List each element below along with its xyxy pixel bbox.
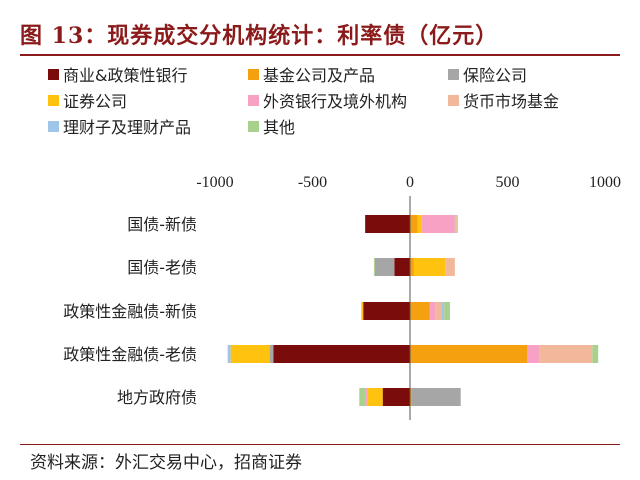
- bar-segment: [367, 388, 383, 406]
- legend-label: 其他: [263, 118, 296, 137]
- bar-segment: [527, 345, 540, 363]
- bar-segment: [273, 345, 410, 363]
- legend-item: 证券公司: [48, 88, 127, 112]
- source-divider: [20, 444, 620, 445]
- legend-label: 保险公司: [463, 66, 528, 85]
- legend-swatch: [48, 120, 59, 132]
- bar-segment: [413, 258, 446, 276]
- bar-segment: [394, 258, 410, 276]
- legend-swatch: [248, 94, 259, 106]
- x-tick-label: -1000: [196, 174, 233, 191]
- x-tick-label: -500: [298, 174, 327, 191]
- bar-segment: [411, 388, 461, 406]
- legend-item: 其他: [248, 114, 295, 138]
- chart-title: 图 13：现券成交分机构统计：利率债（亿元）: [20, 23, 499, 49]
- bar-segment: [269, 345, 274, 363]
- category-label: 政策性金融债-新债: [63, 302, 197, 321]
- legend-label: 理财子及理财产品: [63, 118, 192, 137]
- legend-swatch: [248, 120, 259, 132]
- bar-segment: [454, 215, 457, 233]
- legend-item: 商业&政策性银行: [48, 62, 187, 86]
- bar-segment: [421, 215, 455, 233]
- bar-segment: [410, 345, 527, 363]
- category-label: 地方政府债: [117, 388, 197, 407]
- bar-segment: [227, 345, 231, 363]
- bar-segment: [410, 215, 418, 233]
- legend-swatch: [48, 94, 59, 106]
- legend-swatch: [48, 68, 59, 80]
- legend-label: 外资银行及境外机构: [263, 92, 408, 111]
- legend-label: 货币市场基金: [463, 92, 560, 111]
- bar-segment: [363, 302, 410, 320]
- bar-segment: [374, 258, 395, 276]
- bar-segment: [361, 302, 364, 320]
- bar-segment: [441, 302, 445, 320]
- legend-item: 货币市场基金: [448, 88, 559, 112]
- bar-segment: [365, 388, 368, 406]
- bar-segment: [429, 302, 436, 320]
- bar-segment: [592, 345, 599, 363]
- legend-label: 商业&政策性银行: [63, 66, 188, 85]
- bar-segment: [539, 345, 593, 363]
- bar-segment: [435, 302, 442, 320]
- legend-item: 基金公司及产品: [248, 62, 375, 86]
- chart-plot: -1000 -500 0 500 1000 国债-新债国债-老债政策性金融债-新债政策性金…: [63, 174, 621, 420]
- category-label: 国债-老债: [127, 258, 197, 277]
- category-label: 政策性金融债-老债: [63, 345, 197, 364]
- bar-segment: [359, 388, 366, 406]
- x-tick-label: 1000: [589, 174, 621, 191]
- bar-segment: [456, 215, 458, 233]
- legend-label: 证券公司: [63, 92, 128, 111]
- bar-segment: [417, 215, 422, 233]
- bar-segment: [410, 302, 430, 320]
- bar-segment: [410, 388, 412, 406]
- legend-label: 基金公司及产品: [263, 66, 376, 85]
- legend-swatch: [248, 68, 259, 80]
- category-label: 国债-新债: [127, 215, 197, 234]
- legend-item: 外资银行及境外机构: [248, 88, 407, 112]
- title-divider: [20, 54, 620, 56]
- bar-segment: [382, 388, 410, 406]
- bar-segment: [373, 258, 375, 276]
- bar-segment: [230, 345, 270, 363]
- legend-item: 保险公司: [448, 62, 527, 86]
- x-tick-label: 0: [406, 174, 414, 191]
- legend-swatch: [448, 68, 459, 80]
- bar-segment: [445, 258, 455, 276]
- bar-segment: [410, 258, 414, 276]
- x-tick-label: 500: [496, 174, 520, 191]
- bar-segment: [365, 215, 410, 233]
- legend-swatch: [448, 94, 459, 106]
- legend-item: 理财子及理财产品: [48, 114, 191, 138]
- source-note: 资料来源：外汇交易中心，招商证券: [30, 453, 302, 473]
- bar-segment: [444, 302, 450, 320]
